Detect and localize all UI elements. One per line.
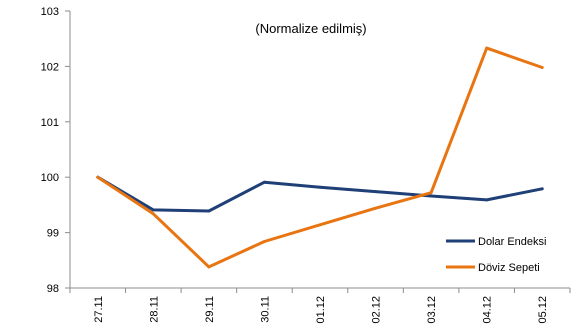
x-tick-label: 27.11 <box>93 296 105 323</box>
data-point <box>151 208 155 212</box>
y-tick-label: 100 <box>41 172 59 184</box>
series-layer <box>96 46 544 269</box>
legend-label: Dolar Endeksi <box>478 236 546 248</box>
data-point <box>263 180 266 184</box>
y-tick-label: 98 <box>47 283 59 295</box>
chart-subtitle: (Normalize edilmiş) <box>255 21 366 36</box>
axes: 98 99 100 101 102 103 27.11 28.11 29.11 30.11 01.1… <box>41 6 571 324</box>
data-point <box>374 206 377 210</box>
legend-label: Döviz Sepeti <box>478 262 540 274</box>
y-tick-label: 101 <box>41 117 59 129</box>
data-point <box>540 66 544 69</box>
x-tick-label: 01.12 <box>315 296 327 324</box>
data-point <box>485 198 489 202</box>
x-tick-label: 03.12 <box>426 296 438 324</box>
data-point <box>151 212 155 216</box>
data-point <box>96 175 100 179</box>
data-point <box>540 187 544 191</box>
y-tick-label: 99 <box>47 228 59 240</box>
x-tick-label: 05.12 <box>537 296 549 324</box>
data-point <box>429 191 433 195</box>
x-tick-label: 28.11 <box>148 296 160 323</box>
plot-area <box>70 11 570 288</box>
data-point <box>263 240 266 243</box>
data-point <box>318 223 322 227</box>
data-point <box>207 209 211 213</box>
legend: Dolar Endeksi Döviz Sepeti <box>446 236 546 274</box>
x-tick-label: 29.11 <box>204 296 216 323</box>
x-tick-label: 30.11 <box>259 296 271 323</box>
data-point <box>318 185 322 189</box>
data-point <box>485 46 489 50</box>
x-tick-label: 04.12 <box>482 296 494 324</box>
x-tick-label: 02.12 <box>371 296 383 324</box>
data-point <box>374 190 377 194</box>
data-point <box>429 194 433 198</box>
data-point <box>207 265 211 269</box>
y-tick-label: 102 <box>41 61 59 73</box>
y-tick-label: 103 <box>41 6 59 18</box>
